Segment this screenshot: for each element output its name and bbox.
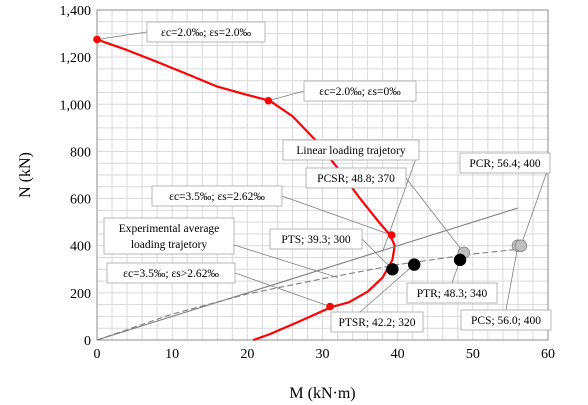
x-tick-label: 20 <box>240 347 254 362</box>
key-point-marker <box>387 231 396 239</box>
label-box <box>269 228 363 250</box>
label-box <box>330 311 424 333</box>
label-box <box>103 217 235 255</box>
annotation-text: loading trajetory <box>131 239 208 251</box>
annotation-text: PCS; 56.0; 400 <box>471 315 541 327</box>
x-tick-label: 30 <box>316 347 330 362</box>
plot-area <box>96 9 549 341</box>
specimen-marker <box>514 239 528 252</box>
label-box <box>460 309 552 331</box>
leader-line <box>268 90 305 102</box>
specimen-marker <box>386 263 399 276</box>
x-tick-label: 50 <box>466 347 480 362</box>
leader-line <box>361 238 393 270</box>
label-box <box>106 262 236 284</box>
leader-line <box>520 162 551 246</box>
linear-trajectory-line <box>96 207 519 341</box>
experimental-trajectory-line <box>96 248 518 341</box>
series <box>96 38 519 342</box>
specimen-marker <box>453 253 467 267</box>
label-box <box>282 139 420 161</box>
y-tick-label: 0 <box>84 334 91 349</box>
key-point-marker <box>93 35 101 44</box>
label-box <box>303 80 417 102</box>
label-box <box>146 21 266 43</box>
annotation-text: PCR; 56.4; 400 <box>469 158 541 170</box>
annotation-text: εc=2.0‰; εs=0‰ <box>319 86 401 98</box>
x-tick-label: 40 <box>391 347 405 362</box>
labels: PTSR; 42.2; 320 PTS; 39.3; 300 PTR; 48.3; … <box>103 21 552 333</box>
annotation-text: εc=3.5‰; εs=2.62‰ <box>169 191 265 203</box>
annotation-text: εc=3.5‰; εs>2.62‰ <box>123 268 219 280</box>
y-tick-label: 400 <box>70 240 91 255</box>
markers <box>93 35 528 311</box>
annotation-text: Experimental average <box>119 223 220 235</box>
annotation-text: Linear loading trajetory <box>296 145 405 157</box>
leader-line <box>505 245 519 311</box>
x-axis-label: M (kN·m) <box>289 385 355 402</box>
y-tick-label: 1,200 <box>60 51 92 66</box>
label-box <box>459 152 551 174</box>
key-point-marker <box>326 302 334 311</box>
leader-line <box>405 177 465 254</box>
x-tick-label: 60 <box>541 347 555 362</box>
key-point-marker <box>264 96 273 105</box>
label-box <box>151 185 283 207</box>
y-tick-label: 800 <box>70 145 91 160</box>
leader-line <box>234 272 331 307</box>
x-tick-label: 10 <box>165 347 179 362</box>
leader-line <box>281 195 392 236</box>
leader-line <box>233 244 338 278</box>
interaction-curve-line <box>96 38 396 342</box>
y-tick-label: 200 <box>70 287 91 302</box>
y-tick-label: 600 <box>70 193 91 208</box>
x-tick-label: 0 <box>94 347 101 362</box>
leader-line <box>96 31 148 40</box>
y-tick-label: 1,000 <box>60 98 92 113</box>
label-box <box>305 167 407 189</box>
y-tick-label: 1,400 <box>60 4 92 19</box>
annotation-text: PCSR; 48.8; 370 <box>317 173 395 185</box>
annotation-text: PTSR; 42.2; 320 <box>338 317 415 329</box>
specimen-marker <box>408 258 421 271</box>
annotation-text: PTS; 39.3; 300 <box>281 234 351 246</box>
annotation-text: PTR; 48.3; 340 <box>417 288 488 300</box>
leader-lines <box>96 31 551 313</box>
label-box <box>406 282 498 304</box>
y-axis-label: N (kN) <box>17 152 34 198</box>
tick-labels: 0 10 20 30 40 50 6002004006008001,0001,2001,40… <box>60 4 556 362</box>
annotation-text: εc=2.0‰; εs=2.0‰ <box>161 27 252 39</box>
leader-line <box>359 264 415 313</box>
